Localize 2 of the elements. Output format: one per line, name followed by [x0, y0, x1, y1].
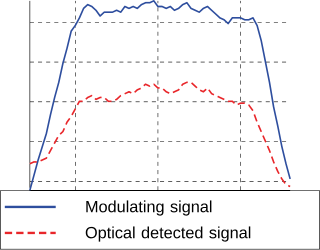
- legend-label: Optical detected signal: [86, 226, 250, 242]
- legend-label: Modulating signal: [86, 200, 212, 216]
